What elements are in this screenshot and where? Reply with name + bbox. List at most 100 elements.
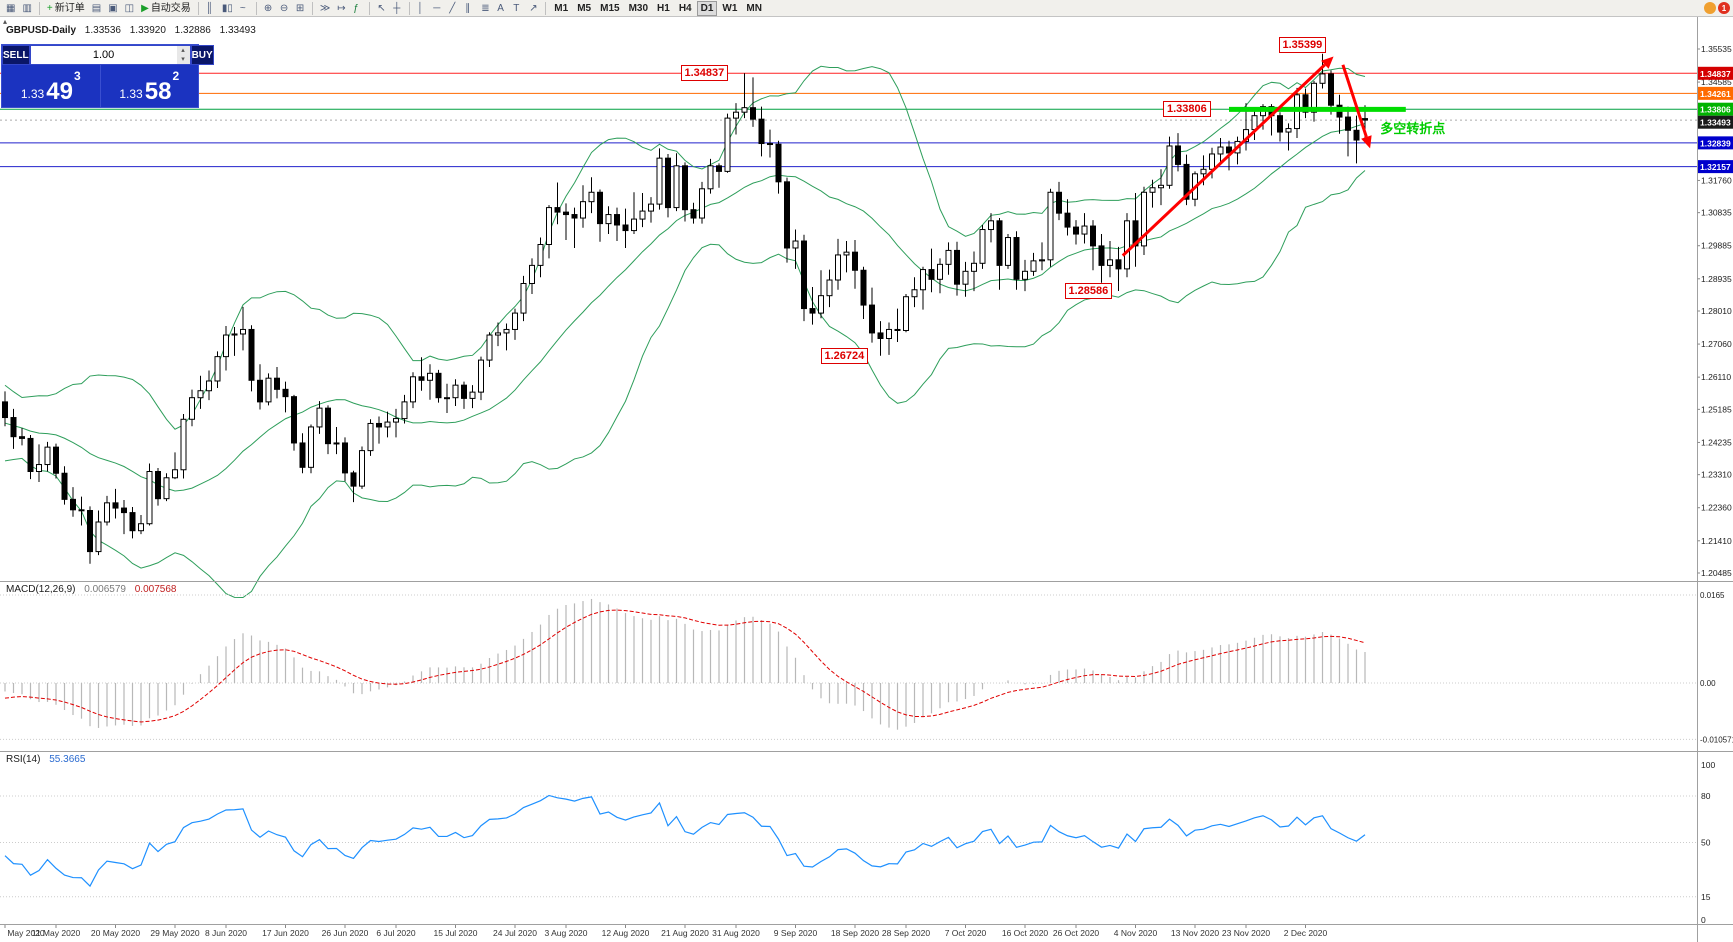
- timeframe-mn-label: MN: [746, 2, 762, 14]
- svg-text:1.31760: 1.31760: [1701, 175, 1732, 185]
- fibonacci-button[interactable]: ≣: [478, 1, 493, 16]
- svg-text:1.28935: 1.28935: [1701, 274, 1732, 284]
- svg-text:1.29885: 1.29885: [1701, 241, 1732, 251]
- svg-text:0.0165: 0.0165: [1700, 591, 1725, 600]
- line-chart-button[interactable]: ~: [237, 1, 252, 16]
- zoom-in-button[interactable]: ⊕: [261, 1, 276, 16]
- alert-badge-icon[interactable]: 1: [1718, 2, 1730, 14]
- buy-price-pips: 58: [144, 78, 172, 105]
- timeframe-w1-button[interactable]: W1: [718, 1, 741, 16]
- arrows-icon: ↗: [529, 2, 538, 14]
- navigator-button[interactable]: ◫: [122, 1, 137, 16]
- timeframe-h4-label: H4: [678, 2, 692, 14]
- svg-text:31 Aug 2020: 31 Aug 2020: [712, 928, 760, 938]
- volume-field: ▴ ▾: [29, 45, 191, 65]
- cursor-button[interactable]: ↖: [374, 1, 389, 16]
- buy-price[interactable]: 1.33 58 2: [101, 65, 199, 107]
- chart-canvas[interactable]: 1.35535 1.34585 1.31760 1.30835 1.29885 1.289…: [0, 17, 1733, 942]
- svg-text:26 Oct 2020: 26 Oct 2020: [1053, 928, 1100, 938]
- volume-decrease-button[interactable]: ▾: [181, 56, 185, 63]
- price-label-1.35399[interactable]: 1.35399: [1278, 36, 1327, 53]
- svg-text:8 Jun 2020: 8 Jun 2020: [205, 928, 247, 938]
- arrows-button[interactable]: ↗: [526, 1, 541, 16]
- crosshair-button[interactable]: ┼: [390, 1, 405, 16]
- price-label-1.33806[interactable]: 1.33806: [1163, 101, 1211, 118]
- svg-text:80: 80: [1701, 791, 1711, 801]
- svg-text:1.33493: 1.33493: [1700, 118, 1731, 128]
- price-label-1.28586[interactable]: 1.28586: [1064, 282, 1113, 299]
- trendline-icon: ╱: [449, 2, 456, 14]
- timeframe-m1-button[interactable]: M1: [550, 1, 572, 16]
- new-chart-button[interactable]: ▦: [3, 1, 18, 16]
- svg-text:12 Aug 2020: 12 Aug 2020: [602, 928, 650, 938]
- svg-text:1.24235: 1.24235: [1701, 437, 1732, 447]
- svg-text:0: 0: [1701, 915, 1706, 925]
- sell-price[interactable]: 1.33 49 3: [2, 65, 101, 107]
- sell-price-point: 3: [73, 69, 81, 83]
- volume-increase-button[interactable]: ▴: [181, 47, 185, 54]
- horizontal-line-button[interactable]: ─: [430, 1, 445, 16]
- news-badge-icon[interactable]: [1704, 2, 1716, 14]
- volume-input[interactable]: [30, 46, 177, 64]
- svg-text:1.23310: 1.23310: [1701, 470, 1732, 480]
- toolbar-separator: [311, 1, 313, 15]
- chart-shift-icon: ↦: [337, 2, 346, 14]
- timeframe-m5-label: M5: [577, 2, 592, 14]
- toolbar-right-icons: 1: [1704, 2, 1730, 14]
- one-click-panel-toggle-icon[interactable]: ▴: [3, 17, 8, 26]
- text-button[interactable]: A: [494, 1, 509, 16]
- candlestick-chart-icon: ▮▯: [221, 2, 233, 14]
- line-chart-icon: ~: [239, 2, 246, 14]
- buy-button[interactable]: BUY: [190, 45, 214, 65]
- new-order-button[interactable]: + 新订单: [44, 1, 88, 16]
- indicators-button[interactable]: ƒ: [350, 1, 365, 16]
- svg-text:13 Nov 2020: 13 Nov 2020: [1171, 928, 1219, 938]
- trendline-button[interactable]: ╱: [446, 1, 461, 16]
- svg-text:15 Jul 2020: 15 Jul 2020: [434, 928, 478, 938]
- svg-text:1.20485: 1.20485: [1701, 568, 1732, 578]
- timeframe-m15-button[interactable]: M15: [596, 1, 623, 16]
- profiles-button[interactable]: ▥: [19, 1, 34, 16]
- bar-chart-button[interactable]: ║: [203, 1, 218, 16]
- one-click-trading-panel: SELL ▴ ▾ BUY 1.33 49 3 1.33: [1, 44, 214, 108]
- svg-text:24 Jul 2020: 24 Jul 2020: [493, 928, 537, 938]
- svg-text:1.27060: 1.27060: [1701, 339, 1732, 349]
- timeframe-m5-button[interactable]: M5: [573, 1, 595, 16]
- svg-text:0.00: 0.00: [1700, 679, 1716, 688]
- market-watch-button[interactable]: ▤: [89, 1, 104, 16]
- equidistant-channel-button[interactable]: ∥: [462, 1, 477, 16]
- autotrade-button[interactable]: ▶ 自动交易: [138, 1, 194, 16]
- timeframe-h1-button[interactable]: H1: [653, 1, 674, 16]
- timeframe-d1-button[interactable]: D1: [696, 0, 718, 16]
- profiles-icon: ▥: [22, 2, 32, 14]
- timeframe-mn-button[interactable]: MN: [742, 1, 766, 16]
- price-label-1.26724[interactable]: 1.26724: [820, 347, 869, 364]
- candlestick-chart-button[interactable]: ▮▯: [219, 1, 236, 16]
- equidistant-channel-icon: ∥: [465, 2, 471, 14]
- buy-price-figure: 1.33: [119, 87, 143, 101]
- bull-bear-turning-point-note[interactable]: 多空转折点: [1380, 120, 1446, 136]
- svg-text:1.22360: 1.22360: [1701, 503, 1732, 513]
- svg-text:23 Nov 2020: 23 Nov 2020: [1222, 928, 1270, 938]
- auto-scroll-button[interactable]: ≫: [317, 1, 333, 16]
- data-window-button[interactable]: ▣: [105, 1, 120, 16]
- zoom-out-button[interactable]: ⊖: [277, 1, 292, 16]
- data-window-icon: ▣: [108, 2, 118, 14]
- timeframe-m30-button[interactable]: M30: [625, 1, 652, 16]
- bar-chart-icon: ║: [205, 2, 213, 14]
- svg-text:15: 15: [1701, 892, 1711, 902]
- tile-windows-button[interactable]: ⊞: [293, 1, 308, 16]
- svg-text:1.30835: 1.30835: [1701, 208, 1732, 218]
- chart-shift-button[interactable]: ↦: [334, 1, 349, 16]
- sell-button[interactable]: SELL: [2, 45, 30, 65]
- timeframe-h4-button[interactable]: H4: [675, 1, 696, 16]
- zoom-out-icon: ⊖: [279, 2, 289, 14]
- text-label-button[interactable]: T: [510, 1, 525, 16]
- volume-spinner: ▴ ▾: [176, 46, 190, 64]
- price-label-1.34837[interactable]: 1.34837: [680, 65, 729, 82]
- vertical-line-button[interactable]: │: [414, 1, 429, 16]
- zoom-in-icon: ⊕: [263, 2, 273, 14]
- tile-windows-icon: ⊞: [295, 2, 305, 14]
- svg-text:1.33806: 1.33806: [1700, 105, 1731, 115]
